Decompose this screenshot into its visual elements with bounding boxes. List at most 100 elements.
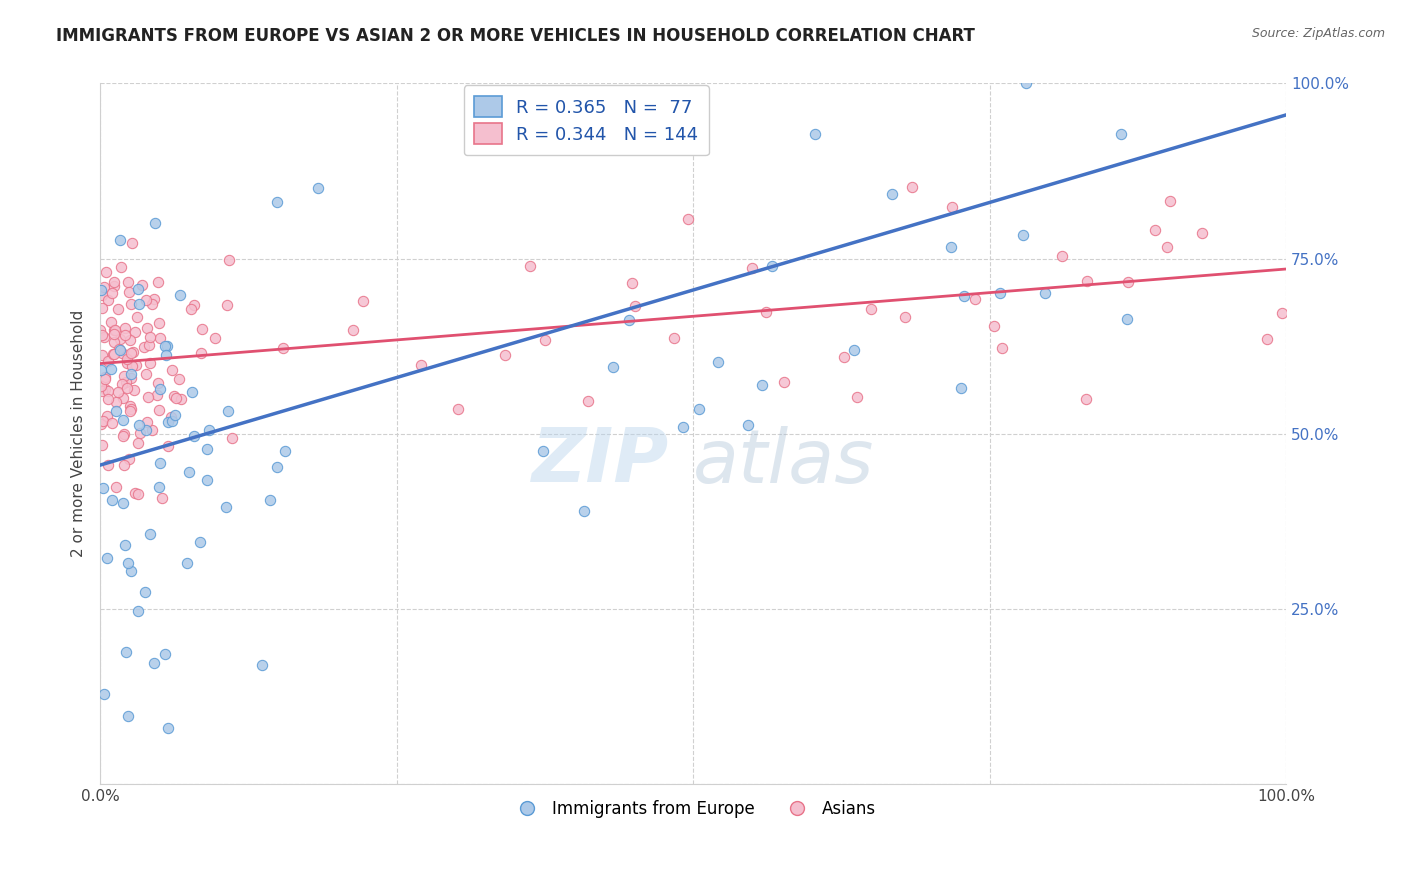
Point [120,371,142,385]
Point [96,409,118,424]
Point [274,444,297,458]
Point [149,331,172,345]
Point [103,346,125,360]
Point [112,426,135,441]
Point [148,403,170,417]
Point [252,658,274,673]
Point [114,538,136,552]
Point [844,343,866,358]
Point [121,359,143,373]
Point [94,265,117,279]
Point [153,338,176,352]
Point [143,292,166,306]
Point [103,347,125,361]
Point [101,493,124,508]
Point [1074,392,1097,407]
Point [170,392,193,407]
Point [204,331,226,345]
Point [773,375,796,389]
Point [169,288,191,302]
Point [120,403,142,417]
Point [104,479,127,493]
Point [108,332,131,346]
Point [121,235,143,250]
Point [93,382,115,396]
Point [519,259,541,273]
Point [138,338,160,352]
Point [127,604,149,618]
Point [949,381,972,395]
Point [901,180,924,194]
Point [97,384,120,398]
Legend: Immigrants from Europe, Asians: Immigrants from Europe, Asians [503,793,883,824]
Point [90,301,112,315]
Point [111,377,134,392]
Point [97,458,120,472]
Point [342,323,364,337]
Point [114,321,136,335]
Point [128,418,150,433]
Point [97,293,120,307]
Point [751,377,773,392]
Point [125,358,148,372]
Point [117,275,139,289]
Point [115,356,138,370]
Point [1143,223,1166,237]
Point [215,500,238,514]
Point [139,357,162,371]
Point [939,240,962,254]
Point [93,369,115,384]
Point [135,293,157,307]
Point [120,346,142,360]
Point [100,315,122,329]
Point [602,359,624,374]
Point [411,358,433,372]
Point [107,301,129,316]
Point [141,297,163,311]
Point [1271,306,1294,320]
Point [90,363,112,377]
Point [1116,312,1139,326]
Point [135,423,157,437]
Point [120,400,142,414]
Point [122,383,145,397]
Point [100,417,122,431]
Point [139,330,162,344]
Point [139,527,162,541]
Point [880,186,903,201]
Point [91,481,114,495]
Point [156,415,179,429]
Point [136,390,159,404]
Point [127,282,149,296]
Point [157,439,180,453]
Point [118,333,141,347]
Point [104,403,127,417]
Point [115,645,138,659]
Point [617,312,640,326]
Point [983,319,1005,334]
Point [688,402,710,417]
Point [136,415,159,429]
Point [94,372,117,386]
Point [531,443,554,458]
Point [148,480,170,494]
Point [195,473,218,487]
Point [93,687,115,701]
Point [111,412,134,426]
Point [159,410,181,425]
Point [141,424,163,438]
Point [112,458,135,473]
Point [860,302,883,317]
Point [352,293,374,308]
Point [624,300,647,314]
Point [191,322,214,336]
Point [988,286,1011,301]
Point [90,384,112,399]
Point [103,278,125,293]
Point [169,372,191,386]
Point [183,297,205,311]
Text: ZIP: ZIP [531,425,669,498]
Point [101,286,124,301]
Point [124,486,146,500]
Point [1050,249,1073,263]
